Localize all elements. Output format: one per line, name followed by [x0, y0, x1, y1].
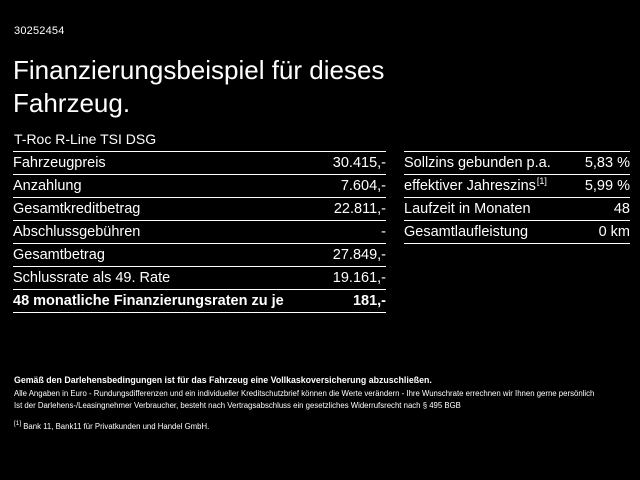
table-row-laufzeit: Laufzeit in Monaten 48	[404, 197, 630, 220]
row-value: -	[381, 224, 386, 240]
row-label: Gesamtlaufleistung	[404, 224, 529, 240]
footnote-text: Bank 11, Bank11 für Privatkunden und Han…	[23, 422, 210, 431]
financing-costs-table: Fahrzeugpreis 30.415,- Anzahlung 7.604,-…	[13, 151, 386, 313]
row-label: Anzahlung	[13, 178, 82, 194]
vehicle-name: T-Roc R-Line TSI DSG	[14, 131, 157, 147]
table-row-anzahlung: Anzahlung 7.604,-	[13, 174, 386, 197]
row-label: Laufzeit in Monaten	[404, 201, 531, 217]
row-value: 22.811,-	[333, 201, 386, 217]
row-label: Gesamtbetrag	[13, 247, 105, 263]
row-label: Abschlussgebühren	[13, 224, 141, 240]
row-label: Schlussrate als 49. Rate	[13, 270, 171, 286]
table-row-fahrzeugpreis: Fahrzeugpreis 30.415,-	[13, 151, 386, 174]
row-value: 30.415,-	[332, 155, 386, 171]
legal-fine-print: Gemäß den Darlehensbedingungen ist für d…	[14, 374, 634, 433]
row-value: 5,99 %	[584, 178, 630, 194]
row-label: Sollzins gebunden p.a.	[404, 155, 551, 171]
table-row-gesamtkreditbetrag: Gesamtkreditbetrag 22.811,-	[13, 197, 386, 220]
withdrawal-rights-line: Ist der Darlehens-/Leasingnehmer Verbrau…	[14, 401, 461, 410]
disclaimer-line: Alle Angaben in Euro - Rundungsdifferenz…	[14, 389, 595, 398]
bank-footnote: [1] Bank 11, Bank11 für Privatkunden und …	[14, 421, 634, 433]
table-row-monatsrate: 48 monatliche Finanzierungsraten zu je 1…	[13, 289, 386, 312]
table-row-effektiver-jahreszins: effektiver Jahreszins[1] 5,99 %	[404, 174, 630, 197]
table-row-schlussrate: Schlussrate als 49. Rate 19.161,-	[13, 266, 386, 289]
row-value: 181,-	[352, 293, 386, 309]
footnote-marker: [1]	[14, 420, 22, 428]
row-value: 27.849,-	[332, 247, 386, 263]
listing-id: 30252454	[14, 25, 65, 37]
insurance-requirement-note: Gemäß den Darlehensbedingungen ist für d…	[14, 375, 432, 385]
row-value: 7.604,-	[340, 178, 386, 194]
row-label: effektiver Jahreszins[1]	[404, 176, 547, 194]
row-value: 0 km	[598, 224, 630, 240]
table-row-gesamtlaufleistung: Gesamtlaufleistung 0 km	[404, 220, 630, 243]
footnote-ref-icon: [1]	[536, 176, 547, 187]
row-label: 48 monatliche Finanzierungsraten zu je	[13, 293, 284, 309]
row-value: 5,83 %	[584, 155, 630, 171]
table-row-abschlussgebuehren: Abschlussgebühren -	[13, 220, 386, 243]
row-value: 19.161,-	[332, 270, 386, 286]
row-value: 48	[613, 201, 630, 217]
page-title: Finanzierungsbeispiel für dieses Fahrzeu…	[13, 55, 385, 118]
table-row-sollzins: Sollzins gebunden p.a. 5,83 %	[404, 151, 630, 174]
row-label: Gesamtkreditbetrag	[13, 201, 141, 217]
table-row-gesamtbetrag: Gesamtbetrag 27.849,-	[13, 243, 386, 266]
financing-conditions-table: Sollzins gebunden p.a. 5,83 % effektiver…	[404, 151, 630, 244]
row-label-text: effektiver Jahreszins	[404, 178, 536, 194]
row-label: Fahrzeugpreis	[13, 155, 106, 171]
